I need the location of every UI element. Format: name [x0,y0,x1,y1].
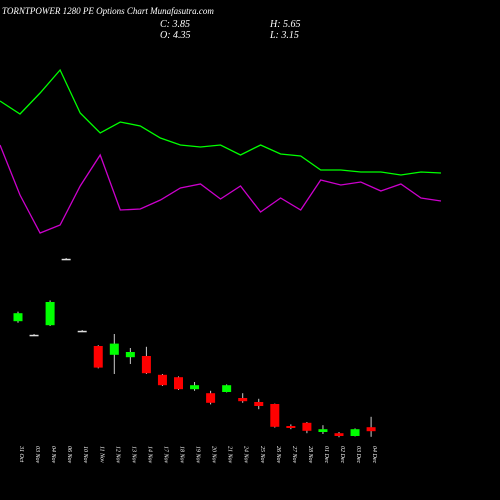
candle-body [286,426,296,428]
x-tick-label: 03 Nov [34,446,40,464]
x-tick-label: 06 Nov [66,446,72,464]
x-tick-label: 18 Nov [179,446,185,464]
candle-body [254,402,264,406]
candle-body [109,343,119,355]
x-tick-label: 11 Nov [98,446,104,463]
candle-body [77,330,87,333]
candle-body [334,433,344,436]
candle-body [222,385,232,392]
indicator-line [0,68,442,176]
candle-body [350,429,360,436]
low-info: L: 3.15 [269,30,299,41]
x-tick-label: 21 Nov [227,446,233,464]
candle-body [318,429,328,432]
candle-body [206,393,216,403]
x-tick-label: 02 Dec [339,446,345,463]
x-tick-label: 19 Nov [195,446,201,464]
candle-body [13,313,23,322]
candle-body [366,427,376,432]
close-info: C: 3.85 [160,19,190,30]
x-tick-label: 20 Nov [211,446,217,464]
candle-body [190,385,200,390]
candle-body [157,374,167,386]
candle-body [302,422,312,431]
x-tick-label: 10 Nov [82,446,88,464]
candle-body [29,334,39,337]
x-tick-label: 31 Oct [18,445,24,462]
candle-body [93,346,103,368]
x-tick-label: 25 Nov [259,446,265,464]
candle-body [45,302,55,326]
x-tick-label: 27 Nov [291,446,297,464]
chart-title: TORNTPOWER 1280 PE Options Chart Munafas… [2,6,214,16]
candle-body [141,356,151,374]
x-tick-label: 24 Nov [243,446,250,464]
candle-body [270,404,280,427]
open-info: O: 4.35 [160,30,191,41]
x-tick-label: 04 Dec [371,446,378,463]
x-tick-label: 13 Nov [130,446,136,464]
x-tick-label: 14 Nov [146,446,153,464]
x-tick-label: 03 Dec [355,446,361,463]
x-tick-label: 12 Nov [114,446,120,464]
high-info: H: 5.65 [269,19,301,30]
x-tick-label: 01 Dec [323,446,329,463]
x-tick-label: 28 Nov [307,446,313,464]
candle-body [125,352,135,358]
candle-body [238,398,248,402]
x-tick-label: 26 Nov [275,446,281,464]
indicator-line [0,144,442,234]
candle-body [61,258,71,261]
x-tick-label: 17 Nov [162,446,168,464]
candle-body [174,377,183,390]
x-tick-label: 04 Nov [50,446,57,464]
